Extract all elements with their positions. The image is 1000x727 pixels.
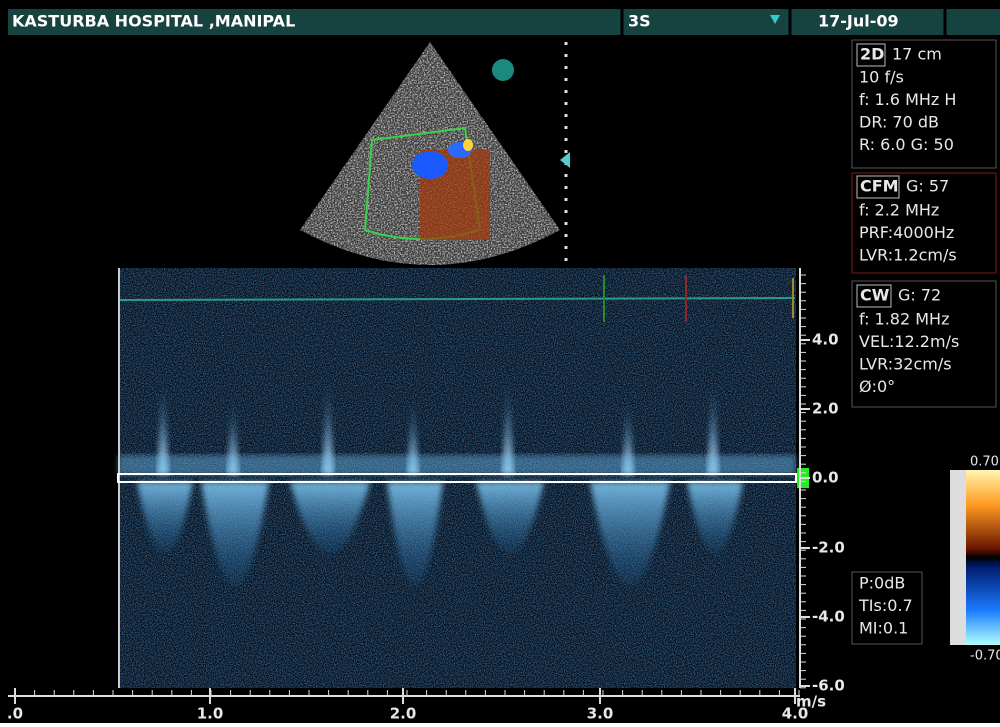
depth: 17 cm xyxy=(892,45,942,64)
mode-2d: 2D xyxy=(860,45,884,64)
info-line: LVR:1.2cm/s xyxy=(859,246,957,265)
mode-cw: CW xyxy=(860,286,890,305)
probe: 3S xyxy=(628,12,651,31)
color-bar xyxy=(966,470,1000,645)
flow-envelope xyxy=(290,482,370,554)
ecg-trace xyxy=(117,297,796,301)
info-line: R: 6.0 G: 50 xyxy=(859,135,954,154)
info-line: f: 1.82 MHz xyxy=(859,310,949,329)
time-tick-label: 4.0 xyxy=(782,705,809,723)
header-bar xyxy=(8,9,1000,35)
velocity-tick-label: -2.0 xyxy=(812,539,845,557)
velocity-tick-label: 4.0 xyxy=(812,331,839,349)
color-scale-bottom: -0.70 xyxy=(970,649,1000,664)
time-tick-label: 2.0 xyxy=(390,705,417,723)
velocity-tick-label: -4.0 xyxy=(812,608,845,626)
date: 17-Jul-09 xyxy=(818,12,899,31)
baseline xyxy=(117,473,797,483)
info-line: VEL:12.2m/s xyxy=(859,332,959,351)
panel-power xyxy=(851,571,923,645)
flow-spike xyxy=(707,380,719,474)
info-line: PRF:4000Hz xyxy=(859,223,954,242)
orientation-dot xyxy=(492,59,514,81)
cfm-gain: G: 57 xyxy=(906,177,949,196)
cw-gain: G: 72 xyxy=(898,286,941,305)
info-line: P:0dB xyxy=(859,574,905,593)
hospital-name: KASTURBA HOSPITAL ,MANIPAL xyxy=(12,12,295,31)
velocity-tick-label: -6.0 xyxy=(812,677,845,695)
flow-envelope xyxy=(590,482,670,586)
panel-cw xyxy=(851,280,997,408)
velocity-tick-label: 0.0 xyxy=(812,469,839,487)
flow-spike xyxy=(157,380,169,474)
mode-cfm: CFM xyxy=(860,177,899,196)
panel-2d xyxy=(851,39,997,169)
flow-envelope xyxy=(476,482,544,554)
color-scale-top: 0.70 xyxy=(970,455,999,470)
time-tick-label: .0 xyxy=(7,705,23,723)
panel-cfm xyxy=(851,172,997,274)
flow-spike xyxy=(322,380,334,474)
probe-arrow xyxy=(770,15,780,24)
velocity-unit: m/s xyxy=(796,693,826,711)
flow-envelope xyxy=(687,482,743,554)
flow-envelope xyxy=(201,482,269,586)
flow-envelope xyxy=(137,482,193,554)
info-line: DR: 70 dB xyxy=(859,113,939,132)
info-line: Ø:0° xyxy=(859,377,895,396)
info-line: 10 f/s xyxy=(859,68,904,87)
flow-spike xyxy=(502,380,514,474)
info-line: f: 1.6 MHz H xyxy=(859,90,956,109)
focus-marker xyxy=(560,152,570,168)
flow-envelope xyxy=(387,482,443,586)
time-tick-label: 1.0 xyxy=(197,705,224,723)
time-tick-label: 3.0 xyxy=(587,705,614,723)
spectral-doppler xyxy=(118,268,796,688)
gray-bar xyxy=(950,470,966,645)
info-line: MI:0.1 xyxy=(859,619,908,638)
info-line: TIs:0.7 xyxy=(858,596,913,615)
velocity-tick-label: 2.0 xyxy=(812,400,839,418)
info-line: LVR:32cm/s xyxy=(859,355,952,374)
info-line: f: 2.2 MHz xyxy=(859,201,939,220)
baseline-glow xyxy=(118,455,796,475)
